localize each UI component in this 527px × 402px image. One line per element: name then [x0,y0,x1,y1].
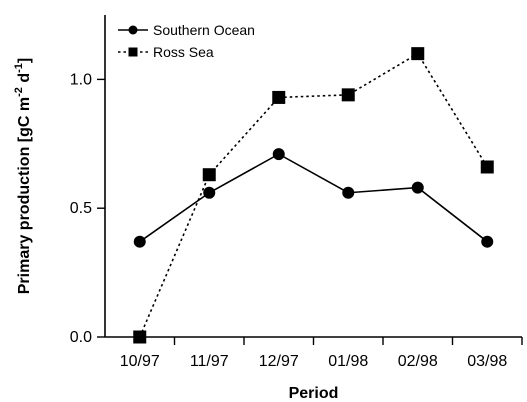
y-tick-label: 0.5 [70,200,92,217]
series-layer [133,47,494,344]
legend-marker-southern-ocean [128,25,138,35]
x-tick-label: 12/97 [259,353,299,370]
data-point [341,88,355,102]
y-tick-label: 0.0 [70,329,92,346]
x-tick-label: 10/97 [120,353,160,370]
x-tick-label: 02/98 [398,353,438,370]
x-tick-label: 11/97 [190,353,229,370]
x-ticks: 10/97 11/97 12/97 01/98 02/98 03/98 [120,337,523,370]
y-axis-title-sup2: -1 [13,63,25,73]
legend: Southern Ocean Ross Sea [118,22,255,60]
series-line [139,153,488,243]
y-axis-title-sup1: -2 [13,87,25,97]
y-ticks: 0.0 0.5 1.0 [70,71,105,346]
y-axis-title-mid: d [16,73,33,87]
y-tick-label: 1.0 [70,71,92,88]
series-southern-ocean [133,148,494,248]
data-point [203,186,216,199]
x-tick-label: 01/98 [328,353,368,370]
series-line [139,52,488,338]
data-point [411,181,424,194]
data-point [480,160,494,174]
data-point [272,148,285,161]
data-point [481,235,494,248]
y-axis-title-prefix: Primary production [gC m [16,97,33,294]
x-axis-title: Period [289,385,339,402]
legend-label-southern-ocean: Southern Ocean [153,22,255,38]
legend-marker-ross-sea [128,47,138,57]
data-point [272,90,286,104]
data-point [133,235,146,248]
x-tick-label: 03/98 [467,353,507,370]
y-axis-title-suffix: ] [16,58,33,63]
data-point [411,47,425,61]
data-point [133,330,147,344]
data-point [342,186,355,199]
legend-label-ross-sea: Ross Sea [153,44,214,60]
series-ross-sea [133,47,494,344]
y-axis-title: Primary production [gC m-2 d-1] [13,58,33,294]
data-point [202,168,216,182]
